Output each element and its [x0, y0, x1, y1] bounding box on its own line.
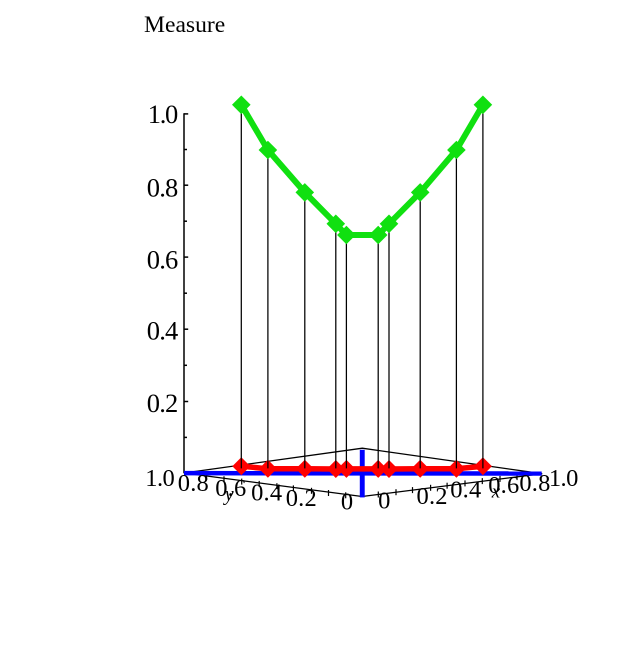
svg-text:0: 0: [341, 488, 353, 515]
svg-text:0.6: 0.6: [488, 472, 519, 499]
svg-text:x: x: [491, 481, 501, 502]
svg-text:0.6: 0.6: [215, 475, 246, 502]
svg-text:y: y: [223, 483, 234, 505]
svg-text:0.8: 0.8: [178, 470, 209, 497]
svg-text:1.0: 1.0: [148, 99, 179, 129]
svg-text:0.4: 0.4: [251, 479, 282, 506]
svg-text:0.2: 0.2: [417, 483, 448, 510]
svg-text:1.0: 1.0: [145, 465, 175, 492]
svg-text:0.2: 0.2: [147, 388, 179, 418]
svg-text:0: 0: [378, 488, 390, 515]
svg-text:0.2: 0.2: [286, 485, 317, 512]
svg-text:0.8: 0.8: [147, 173, 179, 203]
svg-text:0.6: 0.6: [147, 245, 179, 275]
svg-text:1.0: 1.0: [549, 465, 579, 492]
svg-text:Measure: Measure: [144, 12, 225, 38]
svg-text:0.4: 0.4: [147, 316, 179, 346]
svg-text:0.4: 0.4: [450, 477, 481, 504]
svg-text:0.8: 0.8: [519, 470, 550, 497]
